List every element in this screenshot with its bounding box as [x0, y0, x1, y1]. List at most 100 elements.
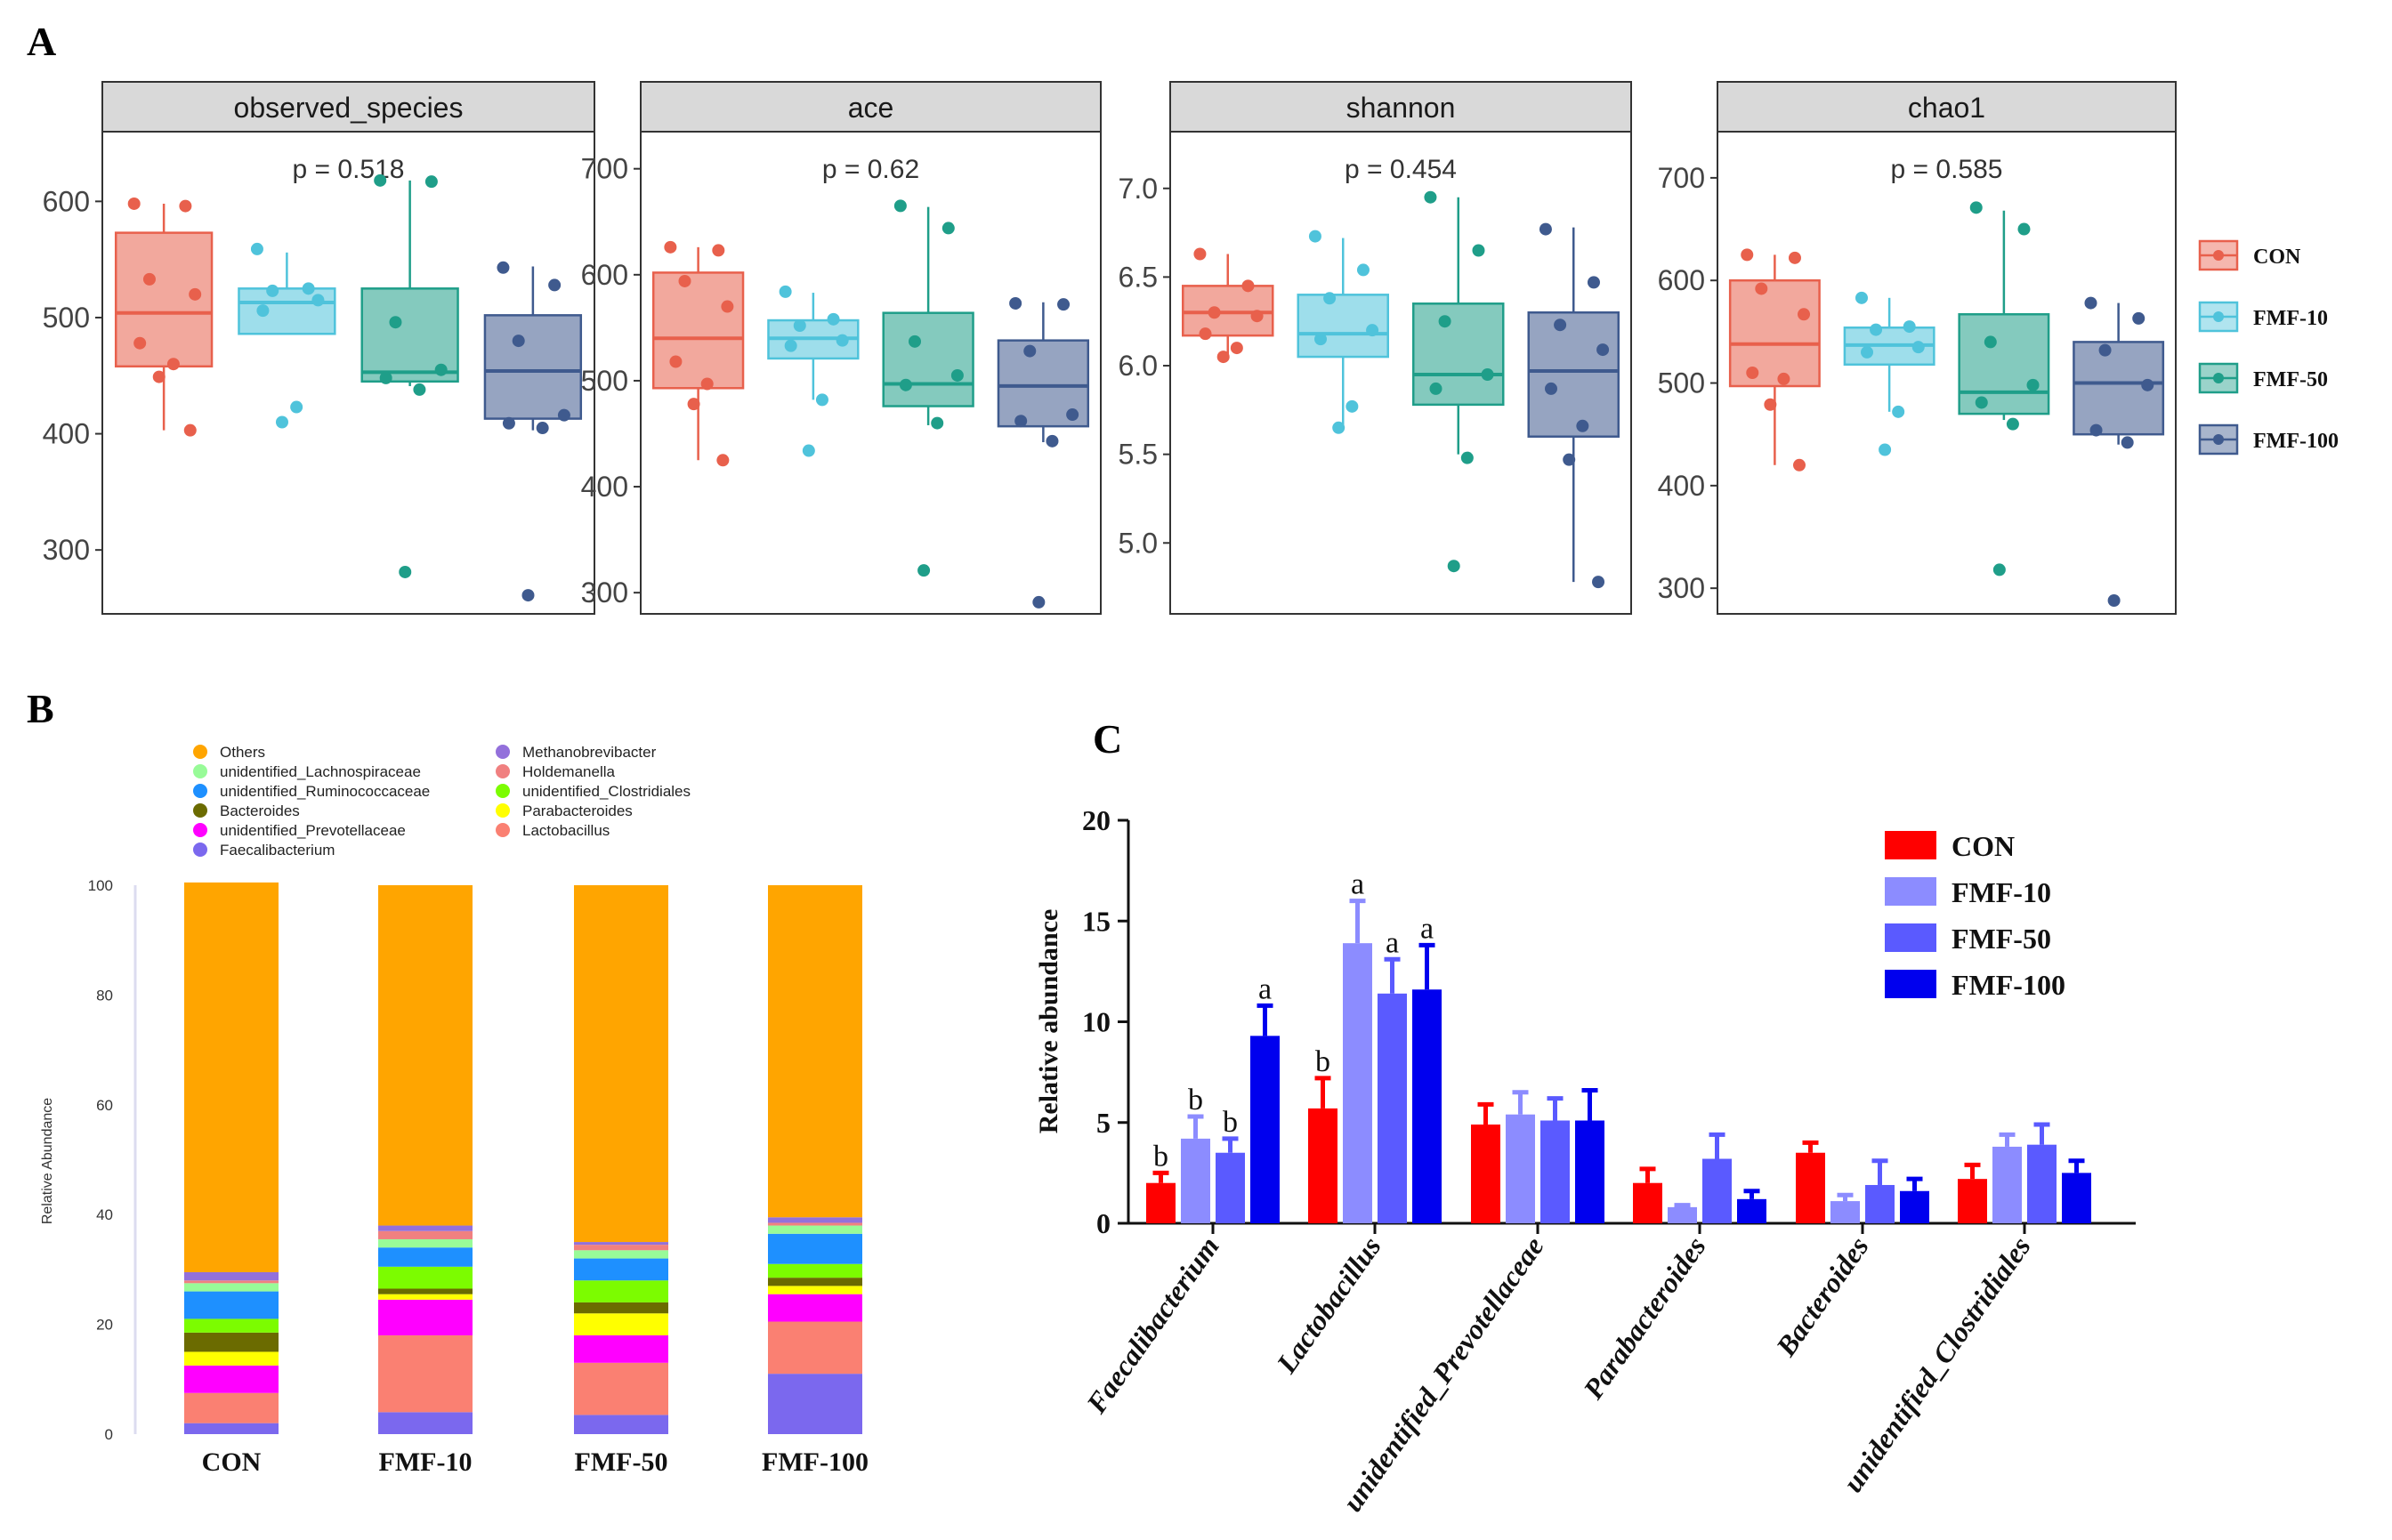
legend-dot-Holdemanella — [496, 764, 510, 778]
stack-segment-unidentified_Ruminococcaceae — [378, 1247, 473, 1267]
data-point — [548, 278, 562, 292]
data-point — [793, 318, 806, 332]
data-point — [941, 222, 955, 235]
data-point — [664, 240, 677, 254]
legend-dot-Others — [193, 745, 207, 759]
legend-label: Parabacteroides — [522, 802, 633, 819]
stack-segment-unidentified_Ruminococcaceae — [184, 1291, 279, 1319]
legend-dot-Lactobacillus — [496, 823, 510, 837]
data-point — [1023, 344, 1037, 358]
legend-swatch-FMF-100 — [1885, 970, 1936, 998]
data-point — [1230, 342, 1243, 355]
data-point — [2141, 378, 2154, 391]
data-point — [1481, 367, 1494, 381]
data-point — [1014, 415, 1028, 428]
y-tick-label: 600 — [1658, 264, 1705, 296]
data-point — [893, 199, 907, 213]
legend-key-dot — [2213, 434, 2224, 445]
stack-segment-unidentified_Prevotellaceae — [184, 1365, 279, 1393]
bar-FMF-50 — [1378, 993, 1407, 1223]
data-point — [399, 565, 412, 578]
bar-FMF-100 — [1900, 1190, 1929, 1223]
data-point — [827, 312, 840, 326]
legend-key-dot — [2213, 250, 2224, 261]
p-value-label: p = 0.454 — [1345, 155, 1457, 184]
x-category-label: FMF-10 — [379, 1447, 473, 1477]
legend-label: Faecalibacterium — [220, 842, 335, 859]
stack-segment-Faecalibacterium — [184, 1423, 279, 1434]
bar-FMF-100 — [1575, 1120, 1604, 1223]
y-tick-label: 5.5 — [1119, 439, 1158, 471]
data-point — [1592, 576, 1605, 589]
data-point — [1009, 296, 1022, 310]
box-FMF-100 — [483, 314, 583, 420]
facet-strip-shannon — [1169, 81, 1632, 133]
stack-segment-unidentified_Ruminococcaceae — [768, 1233, 862, 1264]
legend-swatch-CON — [1885, 831, 1936, 859]
x-category-label: FMF-50 — [575, 1447, 668, 1477]
legend-label: Lactobacillus — [522, 822, 610, 839]
stack-segment-Faecalibacterium — [768, 1374, 862, 1434]
stack-segment-Bacteroides — [574, 1302, 668, 1314]
data-point — [1199, 327, 1212, 341]
data-point — [557, 408, 570, 422]
data-point — [1424, 190, 1437, 204]
data-point — [1755, 282, 1768, 295]
stack-segment-Methanobrevibacter — [378, 1225, 473, 1231]
stack-segment-Holdemanella — [184, 1280, 279, 1284]
bar-FMF-10 — [1343, 943, 1372, 1223]
y-tick-label: 6.5 — [1119, 261, 1158, 293]
legend-dot-Faecalibacterium — [193, 843, 207, 857]
bar-FMF-10 — [1992, 1146, 2022, 1223]
data-point — [266, 284, 279, 297]
data-point — [1969, 201, 1983, 214]
bar-CON — [1146, 1182, 1176, 1223]
data-point — [1892, 405, 1905, 418]
data-point — [256, 304, 270, 318]
stack-segment-Faecalibacterium — [378, 1412, 473, 1434]
data-point — [2098, 343, 2112, 357]
stack-segment-unidentified_Lachnospiraceae — [378, 1238, 473, 1248]
data-point — [1992, 563, 2006, 576]
legend-label: FMF-50 — [2253, 368, 2328, 391]
significance-letter: b — [1315, 1045, 1330, 1078]
significance-letter: a — [1386, 926, 1399, 959]
data-point — [1438, 315, 1451, 328]
data-point — [716, 454, 730, 467]
y-tick-label: 5 — [1096, 1107, 1111, 1139]
stack-segment-Lactobacillus — [768, 1321, 862, 1375]
data-point — [1046, 434, 1059, 447]
data-point — [721, 300, 734, 313]
stack-segment-unidentified_Lachnospiraceae — [574, 1250, 668, 1259]
y-tick-label: 7.0 — [1119, 173, 1158, 205]
data-point — [183, 423, 197, 437]
significance-letter: a — [1420, 912, 1434, 945]
legend-key-dot — [2213, 373, 2224, 383]
legend-dot-unidentified_Ruminococcaceae — [193, 784, 207, 798]
x-category-label: Lactobacillus — [1270, 1230, 1387, 1379]
data-point — [1539, 222, 1552, 236]
legend-label: unidentified_Prevotellaceae — [220, 822, 406, 839]
data-point — [166, 358, 180, 371]
legend-dot-unidentified_Prevotellaceae — [193, 823, 207, 837]
data-point — [1241, 279, 1255, 293]
y-axis-title: Relative Abundance — [40, 1098, 55, 1224]
panel-label-a: A — [27, 19, 56, 64]
legend-label: unidentified_Clostridiales — [522, 783, 691, 800]
stack-segment-Methanobrevibacter — [768, 1217, 862, 1223]
stack-segment-Others — [574, 885, 668, 1243]
bar-FMF-50 — [1540, 1120, 1570, 1223]
data-point — [1911, 341, 1925, 354]
facet-title: shannon — [1346, 92, 1456, 124]
significance-letter: b — [1188, 1084, 1203, 1117]
data-point — [311, 294, 325, 307]
facet-title: ace — [848, 92, 894, 124]
legend-label: unidentified_Lachnospiraceae — [220, 763, 421, 780]
bar-FMF-10 — [1830, 1201, 1860, 1223]
bar-FMF-10 — [1506, 1114, 1535, 1223]
data-point — [389, 316, 402, 329]
stack-segment-Lactobacillus — [574, 1362, 668, 1415]
data-point — [374, 173, 387, 187]
stack-segment-unidentified_Prevotellaceae — [378, 1299, 473, 1335]
